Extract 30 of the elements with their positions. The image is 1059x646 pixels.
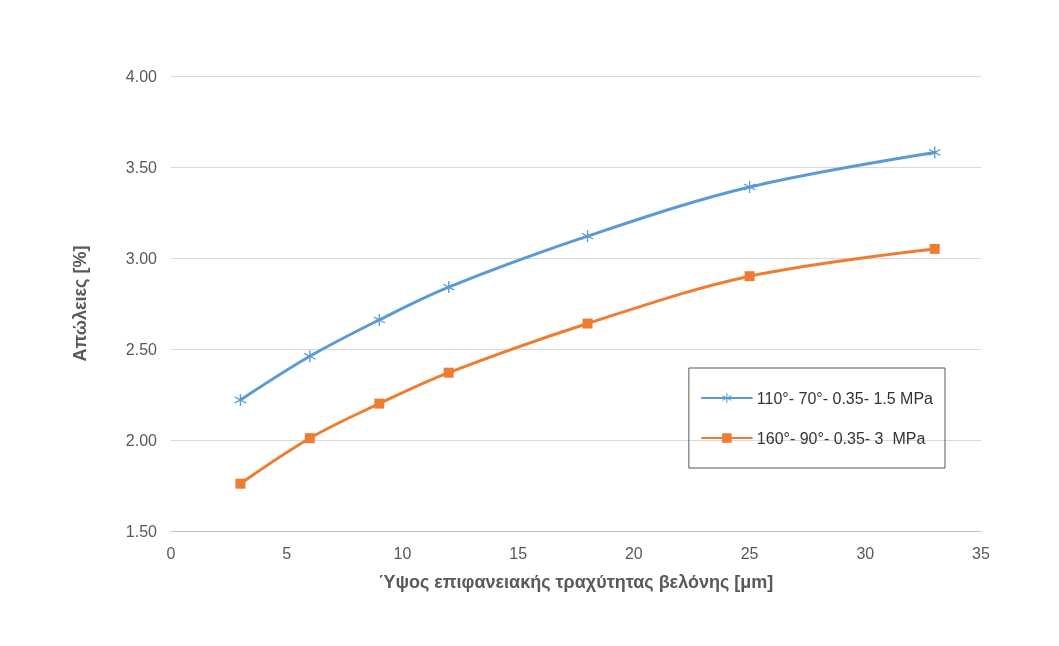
legend-label: 160°- 90°- 0.35- 3 MPa bbox=[756, 429, 926, 447]
point bbox=[304, 433, 315, 444]
point bbox=[744, 271, 755, 282]
point bbox=[929, 243, 940, 254]
x-tick-label: 0 bbox=[166, 544, 176, 562]
y-tick-label: 3.50 bbox=[125, 158, 158, 176]
x-tick-label: 15 bbox=[509, 544, 528, 562]
y-tick-label: 3.00 bbox=[125, 249, 158, 267]
x-axis-title: Ύψος επιφανειακής τραχύτητας βελόνης [μm] bbox=[378, 572, 774, 592]
legend-label: 110°- 70°- 0.35- 1.5 MPa bbox=[756, 389, 934, 407]
y-tick-label: 4.00 bbox=[125, 67, 158, 85]
y-axis-title: Απώλειες [%] bbox=[70, 245, 90, 362]
point bbox=[234, 393, 247, 406]
y-tick-label: 2.00 bbox=[125, 431, 158, 449]
point bbox=[235, 478, 246, 489]
point bbox=[303, 350, 316, 363]
x-tick-label: 30 bbox=[856, 544, 875, 562]
point bbox=[928, 146, 941, 159]
point bbox=[582, 318, 593, 329]
x-tick-label: 5 bbox=[282, 544, 292, 562]
x-tick-label: 10 bbox=[393, 544, 412, 562]
y-tick-label: 1.50 bbox=[125, 522, 158, 540]
point bbox=[442, 281, 455, 294]
y-tick-label: 2.50 bbox=[125, 340, 158, 358]
x-tick-label: 25 bbox=[740, 544, 759, 562]
point bbox=[743, 181, 756, 194]
x-tick-label: 35 bbox=[972, 544, 990, 562]
point bbox=[443, 367, 454, 378]
point bbox=[374, 398, 385, 409]
x-tick-label: 20 bbox=[624, 544, 643, 562]
